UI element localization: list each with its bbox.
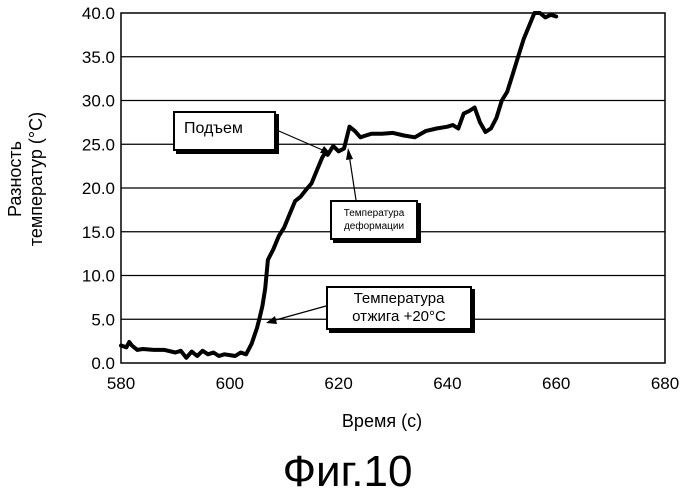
annotation-annealing-temperature: Температура отжига +20°C xyxy=(326,286,472,330)
y-tick-label: 20.0 xyxy=(82,179,115,198)
annotation-rise-text: Подъем xyxy=(184,120,243,138)
annotation-annealing-text: Температура отжига +20°C xyxy=(328,288,470,326)
x-tick-label: 620 xyxy=(324,374,352,393)
x-axis-label: Время (с) xyxy=(292,411,472,432)
y-tick-label: 40.0 xyxy=(82,4,115,23)
x-tick-label: 680 xyxy=(651,374,679,393)
x-tick-label: 640 xyxy=(433,374,461,393)
y-tick-label: 35.0 xyxy=(82,48,115,67)
gridlines xyxy=(121,57,665,320)
arrow-annealing-head xyxy=(266,316,277,324)
y-tick-label: 30.0 xyxy=(82,92,115,111)
annotation-deformation-text: Температура деформации xyxy=(332,202,416,233)
figure-caption: Фиг.10 xyxy=(0,447,695,497)
y-tick-label: 25.0 xyxy=(82,135,115,154)
annotation-rise: Подъем xyxy=(173,111,276,151)
y-axis-ticks: 0.0 5.0 10.0 15.0 20.0 25.0 30.0 35.0 40.0 xyxy=(82,4,115,373)
arrow-deformation xyxy=(349,154,356,200)
y-tick-label: 15.0 xyxy=(82,223,115,242)
annotation-deformation-temperature: Температура деформации xyxy=(330,200,418,240)
y-tick-label: 0.0 xyxy=(91,354,115,373)
y-tick-label: 10.0 xyxy=(82,267,115,286)
x-tick-label: 660 xyxy=(542,374,570,393)
arrow-deformation-head xyxy=(346,148,353,160)
y-tick-label: 5.0 xyxy=(91,310,115,329)
x-tick-label: 600 xyxy=(216,374,244,393)
y-axis-label: Разность температур (°C) xyxy=(5,49,47,309)
arrow-rise xyxy=(272,128,327,152)
x-axis-ticks: 580 600 620 640 660 680 xyxy=(107,374,679,393)
x-tick-label: 580 xyxy=(107,374,135,393)
